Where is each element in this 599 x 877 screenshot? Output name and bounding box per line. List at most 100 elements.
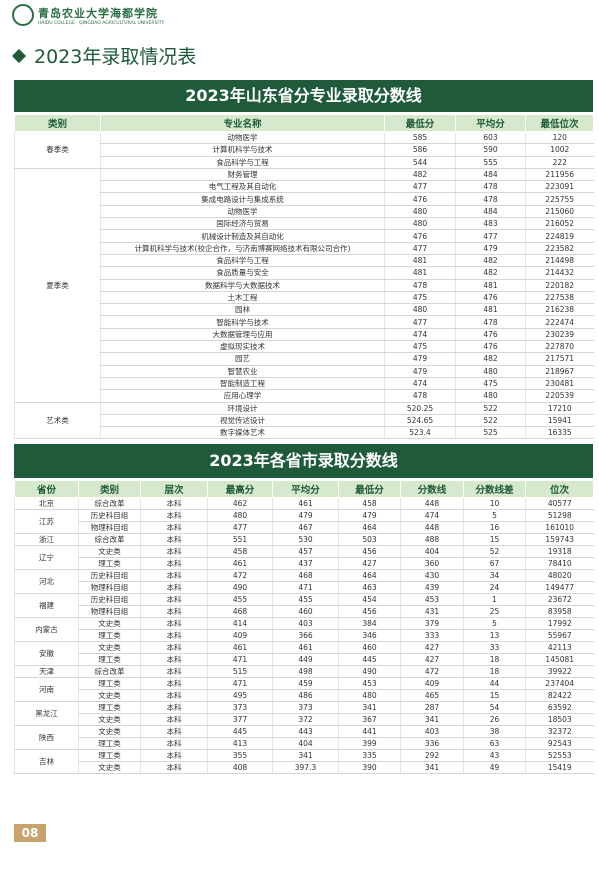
table-cell: 522	[455, 414, 526, 428]
table-cell: 计算机科学与技术	[100, 143, 385, 157]
category-cell: 夏季类	[14, 168, 101, 403]
table-cell: 482	[455, 266, 526, 280]
table-row: 智慧农业 479 480 218967	[15, 365, 594, 378]
table-row: 应用心理学 478 480 220539	[15, 389, 594, 403]
table-cell: 480	[455, 365, 526, 378]
table-cell: 460	[338, 641, 401, 654]
table-cell: 427	[338, 557, 401, 570]
table-cell: 341	[338, 701, 401, 714]
table-row: 食品质量与安全 481 482 214432	[15, 266, 594, 280]
table-row: 电气工程及其自动化 477 478 223091	[15, 180, 594, 194]
table-cell: 15419	[525, 761, 594, 774]
table-cell: 454	[338, 593, 401, 606]
table-cell: 文史类	[78, 713, 141, 726]
table-cell: 468	[272, 569, 339, 582]
table-cell: 综合改革	[78, 533, 141, 546]
table-cell: 本科	[140, 569, 208, 582]
column-header: 平均分	[455, 114, 526, 132]
table-cell: 441	[338, 725, 401, 738]
table-cell: 理工类	[78, 629, 141, 642]
table-cell: 445	[207, 725, 273, 738]
table-cell: 603	[455, 131, 526, 145]
table-cell: 环境设计	[100, 402, 385, 415]
table-cell: 461	[207, 557, 273, 570]
table-cell: 78410	[525, 557, 594, 570]
table-cell: 园艺	[100, 352, 385, 366]
table-cell: 18503	[525, 713, 594, 726]
table-cell: 理工类	[78, 749, 141, 762]
table-cell: 虚拟现实技术	[100, 340, 385, 354]
table-cell: 346	[338, 629, 401, 642]
table-cell: 文史类	[78, 725, 141, 738]
table-row: 福建 历史科目组 本科 455 455 454 453 1 23672	[14, 593, 594, 618]
table-cell: 544	[384, 156, 456, 169]
province-cell: 陕西	[14, 725, 79, 750]
table-row: 土木工程 475 476 227538	[15, 291, 594, 305]
table-cell: 文史类	[78, 545, 141, 558]
table-cell: 474	[384, 377, 456, 391]
table-cell: 404	[400, 545, 464, 558]
table-cell: 287	[400, 701, 464, 714]
table-cell: 本科	[140, 725, 208, 738]
table-cell: 431	[400, 605, 464, 618]
table-cell: 399	[338, 737, 401, 750]
table-cell: 490	[338, 665, 401, 678]
table-cell: 电气工程及其自动化	[100, 180, 385, 194]
province-cell: 浙江	[14, 533, 79, 546]
table-cell: 475	[384, 291, 456, 305]
province-cell: 河北	[14, 569, 79, 594]
table-cell: 455	[272, 593, 339, 606]
table-cell: 471	[272, 581, 339, 594]
table-cell: 综合改革	[78, 665, 141, 678]
table-cell: 34	[463, 569, 526, 582]
table-cell: 国际经济与贸易	[100, 217, 385, 231]
table-row: 智能科学与技术 477 478 222474	[15, 315, 594, 329]
table-cell: 综合改革	[78, 497, 141, 510]
category-cell: 艺术类	[14, 402, 101, 440]
table-cell: 222	[525, 156, 594, 169]
table-cell: 372	[272, 713, 339, 726]
table-cell: 472	[207, 569, 273, 582]
table-cell: 476	[455, 340, 526, 354]
table-cell: 490	[207, 581, 273, 594]
table-cell: 文史类	[78, 617, 141, 630]
table-cell: 461	[272, 641, 339, 654]
table-cell: 409	[207, 629, 273, 642]
table-cell: 39922	[525, 665, 594, 678]
table-cell: 52553	[525, 749, 594, 762]
table-cell: 456	[338, 545, 401, 558]
table-cell: 333	[400, 629, 464, 642]
table-cell: 214432	[525, 266, 594, 280]
table-cell: 223091	[525, 180, 594, 194]
column-header: 专业名称	[100, 114, 385, 132]
table-cell: 455	[207, 593, 273, 606]
table-cell: 482	[455, 352, 526, 366]
table-cell: 367	[338, 713, 401, 726]
table-cell: 586	[384, 143, 456, 157]
table-cell: 480	[384, 303, 456, 317]
table-title: 2023年山东省分专业录取分数线	[14, 80, 593, 112]
table-cell: 本科	[140, 665, 208, 678]
table-cell: 484	[455, 168, 526, 182]
table-cell: 历史科目组	[78, 593, 141, 606]
table-row: 集成电路设计与集成系统 476 478 225755	[15, 192, 594, 206]
table-cell: 本科	[140, 653, 208, 666]
table-cell: 220539	[525, 389, 594, 403]
table-cell: 本科	[140, 521, 208, 534]
table-cell: 224819	[525, 229, 594, 243]
table-cell: 590	[455, 143, 526, 157]
table-cell: 476	[455, 328, 526, 342]
table-cell: 15941	[525, 414, 594, 428]
table-cell: 498	[272, 665, 339, 678]
table-cell: 408	[207, 761, 273, 774]
table-cell: 数据科学与大数据技术	[100, 279, 385, 292]
table-row: 虚拟现实技术 475 476 227870	[15, 340, 594, 354]
category-cell: 春季类	[14, 131, 101, 169]
table-cell: 480	[338, 689, 401, 702]
table-cell: 食品科学与工程	[100, 156, 385, 169]
column-header: 类别	[14, 114, 101, 132]
table-cell: 474	[384, 328, 456, 342]
table-cell: 479	[455, 242, 526, 255]
table-cell: 本科	[140, 617, 208, 630]
table-cell: 461	[272, 497, 339, 510]
